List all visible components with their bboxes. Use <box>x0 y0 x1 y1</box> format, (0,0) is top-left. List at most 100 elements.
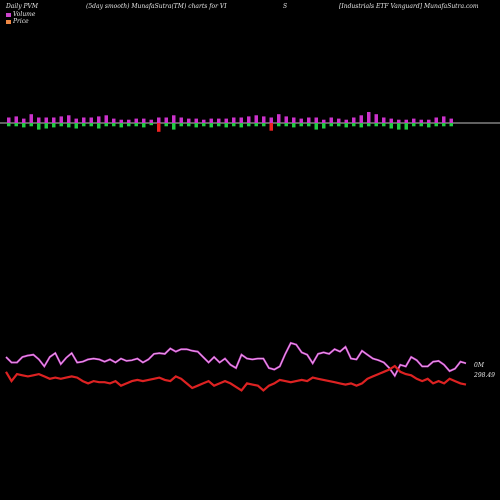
volume-bar-down <box>307 123 311 127</box>
volume-bar-up <box>442 116 446 123</box>
volume-bar-up <box>329 117 333 123</box>
volume-bar-down <box>269 123 273 131</box>
volume-bar-up <box>352 117 356 123</box>
chart-header-left: Daily PVM <box>6 3 39 10</box>
legend-item-volume: Volume <box>6 11 35 18</box>
legend-swatch-volume <box>6 12 11 17</box>
volume-bar-up <box>367 112 371 123</box>
volume-bar-up <box>337 118 341 123</box>
volume-bar-up <box>22 118 26 123</box>
volume-bar-up <box>427 119 431 123</box>
volume-bar-up <box>149 119 153 123</box>
volume-bar-up <box>404 119 408 123</box>
volume-bar-up <box>179 117 183 123</box>
volume-bar-down <box>224 123 228 128</box>
volume-bar-down <box>329 123 333 127</box>
volume-bar-down <box>149 123 153 126</box>
volume-bar-down <box>29 123 33 127</box>
volume-bar-down <box>134 123 138 127</box>
volume-annotation: 0M <box>474 362 485 369</box>
legend-swatch-price <box>6 19 11 24</box>
volume-bar-down <box>22 123 26 128</box>
volume-bar-down <box>104 123 108 127</box>
volume-bar-down <box>112 123 116 127</box>
volume-bar-up <box>202 119 206 123</box>
volume-bar-down <box>262 123 266 127</box>
volume-bar-up <box>37 117 41 123</box>
volume-bar-up <box>247 116 251 123</box>
volume-bar-up <box>412 118 416 123</box>
volume-bar-down <box>194 123 198 128</box>
volume-bar-down <box>284 123 288 127</box>
volume-bar-up <box>142 118 146 123</box>
legend-item-price: Price <box>6 18 29 25</box>
volume-bar-down <box>314 123 318 130</box>
volume-bar-down <box>157 123 161 132</box>
chart-header-s: S <box>283 3 288 10</box>
volume-bar-down <box>254 123 258 127</box>
volume-bar-down <box>292 123 296 128</box>
volume-bar-up <box>172 115 176 123</box>
volume-bar-down <box>427 123 431 128</box>
volume-bar-down <box>382 123 386 127</box>
volume-bar-up <box>254 115 258 123</box>
volume-bar-down <box>412 123 416 127</box>
price-annotation: 298.49 <box>473 372 495 379</box>
volume-bar-down <box>449 123 453 127</box>
volume-bar-up <box>397 119 401 123</box>
volume-bar-down <box>82 123 86 127</box>
volume-bar-down <box>434 123 438 127</box>
legend-label-price: Price <box>13 18 29 25</box>
volume-bar-up <box>434 117 438 123</box>
volume-bar-down <box>209 123 213 128</box>
volume-bar-down <box>374 123 378 127</box>
volume-bars <box>7 112 453 132</box>
volume-bar-down <box>44 123 48 129</box>
volume-bar-down <box>52 123 56 128</box>
volume-bar-down <box>442 123 446 127</box>
volume-bar-up <box>269 117 273 123</box>
volume-bar-down <box>37 123 41 130</box>
volume-bar-up <box>314 117 318 123</box>
volume-bar-up <box>209 118 213 123</box>
volume-bar-down <box>277 123 281 127</box>
volume-bar-down <box>202 123 206 127</box>
volume-bar-down <box>247 123 251 127</box>
volume-bar-up <box>389 118 393 123</box>
volume-bar-up <box>14 116 18 123</box>
volume-bar-up <box>119 119 123 123</box>
volume-bar-down <box>179 123 183 127</box>
volume-bar-up <box>112 118 116 123</box>
volume-line-highlight <box>5 342 467 377</box>
volume-bar-up <box>127 119 131 123</box>
volume-bar-down <box>59 123 63 127</box>
volume-bar-up <box>52 117 56 123</box>
volume-bar-down <box>419 123 423 127</box>
volume-bar-up <box>344 119 348 123</box>
volume-bar-down <box>322 123 326 129</box>
volume-bar-down <box>337 123 341 127</box>
volume-bar-down <box>404 123 408 130</box>
volume-bar-down <box>239 123 243 128</box>
volume-bar-up <box>29 114 33 123</box>
volume-bar-down <box>67 123 71 128</box>
volume-bar-up <box>419 119 423 123</box>
volume-bar-up <box>7 117 11 123</box>
volume-bar-down <box>359 123 363 128</box>
volume-bar-up <box>187 118 191 123</box>
volume-bar-down <box>119 123 123 128</box>
volume-bar-up <box>74 118 78 123</box>
volume-bar-down <box>97 123 101 129</box>
volume-bar-up <box>307 117 311 123</box>
volume-bar-up <box>164 117 168 123</box>
volume-bar-up <box>59 116 63 123</box>
volume-bar-up <box>82 117 86 123</box>
volume-bar-down <box>74 123 78 129</box>
volume-bar-up <box>89 117 93 123</box>
volume-bar-up <box>232 117 236 123</box>
volume-bar-down <box>299 123 303 127</box>
volume-bar-down <box>232 123 236 127</box>
volume-bar-up <box>299 118 303 123</box>
volume-bar-up <box>44 117 48 123</box>
